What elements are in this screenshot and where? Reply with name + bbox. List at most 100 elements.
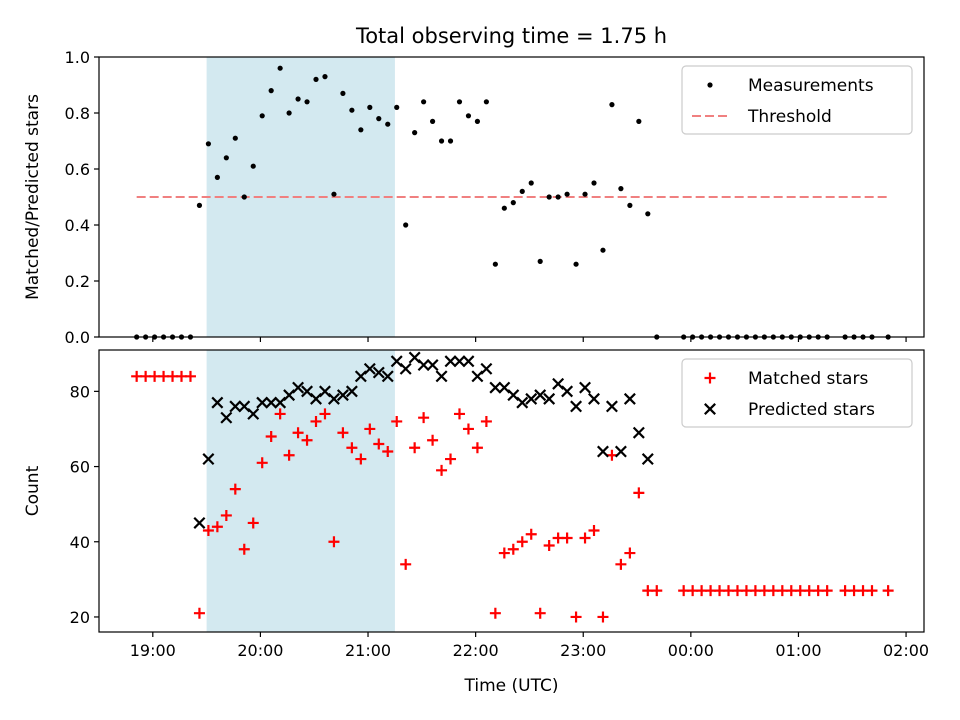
data-point bbox=[310, 415, 322, 427]
data-point bbox=[624, 547, 636, 559]
data-point bbox=[821, 585, 833, 597]
x-axis-label: Time (UTC) bbox=[464, 676, 559, 696]
data-point bbox=[412, 130, 418, 136]
data-point bbox=[507, 543, 519, 555]
y-tick-label: 40 bbox=[70, 533, 90, 552]
series-measurements bbox=[134, 65, 891, 340]
data-point bbox=[229, 400, 242, 413]
data-point bbox=[429, 118, 436, 124]
data-point bbox=[436, 464, 448, 476]
data-point bbox=[193, 607, 205, 619]
top-panel: 0.0 0.2 0.4 0.6 0.8 1.0 Matched/Predicted star… bbox=[23, 48, 925, 347]
legend-marker bbox=[707, 82, 713, 88]
data-point bbox=[265, 430, 277, 442]
data-point bbox=[327, 392, 340, 405]
data-point bbox=[588, 524, 600, 536]
axes-frame bbox=[98, 349, 925, 633]
data-point bbox=[381, 370, 394, 383]
chart-title: Total observing time = 1.75 h bbox=[355, 24, 667, 48]
data-point bbox=[609, 102, 615, 108]
data-point bbox=[438, 138, 445, 144]
x-tick-label: 22:00 bbox=[453, 641, 499, 660]
data-point bbox=[627, 202, 633, 208]
data-point bbox=[483, 99, 489, 105]
data-point bbox=[546, 194, 552, 200]
data-point bbox=[641, 453, 654, 466]
data-point bbox=[510, 200, 516, 206]
y-tick-label: 80 bbox=[70, 382, 90, 401]
data-point bbox=[597, 611, 609, 623]
data-point bbox=[456, 99, 463, 105]
data-point bbox=[427, 434, 439, 446]
data-point bbox=[214, 174, 220, 180]
y-axis-label: Matched/Predicted stars bbox=[23, 94, 43, 300]
data-point bbox=[462, 423, 474, 435]
data-point bbox=[444, 355, 457, 368]
data-point bbox=[570, 400, 583, 413]
y-tick-label: 0.0 bbox=[65, 328, 90, 347]
data-point bbox=[363, 362, 376, 375]
data-point bbox=[588, 392, 600, 405]
data-point bbox=[447, 138, 454, 144]
data-point bbox=[337, 427, 349, 439]
data-point bbox=[322, 74, 328, 80]
data-point bbox=[561, 385, 574, 398]
data-point bbox=[492, 261, 498, 267]
data-point bbox=[465, 113, 472, 119]
data-point bbox=[202, 453, 215, 466]
data-point bbox=[304, 99, 310, 105]
data-point bbox=[328, 536, 340, 548]
data-point bbox=[534, 607, 546, 619]
x-tick-label: 00:00 bbox=[668, 641, 714, 660]
data-point bbox=[480, 362, 493, 375]
data-point bbox=[205, 141, 212, 147]
data-point bbox=[596, 445, 609, 458]
data-point bbox=[480, 415, 492, 427]
data-point bbox=[561, 532, 573, 544]
data-point bbox=[250, 163, 256, 169]
data-point bbox=[265, 396, 278, 409]
data-point bbox=[394, 104, 400, 110]
data-point bbox=[882, 585, 894, 597]
data-point bbox=[579, 381, 592, 394]
data-point bbox=[277, 65, 283, 71]
data-point bbox=[615, 558, 627, 570]
data-point bbox=[193, 516, 206, 529]
data-point bbox=[358, 127, 364, 133]
bottom-panel: 20 40 60 80 19:00 20:00 21:00 22:00 23:00 00:00 01… bbox=[23, 349, 929, 696]
data-point bbox=[409, 442, 421, 454]
data-point bbox=[382, 446, 394, 458]
legend: Measurements Threshold bbox=[681, 65, 913, 135]
data-point bbox=[256, 396, 269, 409]
data-point bbox=[426, 359, 439, 372]
data-point bbox=[645, 211, 651, 217]
data-point bbox=[202, 524, 214, 536]
data-point bbox=[364, 423, 376, 435]
data-point bbox=[211, 396, 224, 409]
x-tick-label: 23:00 bbox=[560, 641, 606, 660]
data-point bbox=[525, 528, 537, 540]
legend-marker bbox=[704, 403, 716, 415]
data-point bbox=[445, 453, 457, 465]
data-point bbox=[247, 407, 260, 420]
data-point bbox=[489, 607, 501, 619]
data-point bbox=[525, 392, 538, 405]
data-point bbox=[238, 543, 250, 555]
data-point bbox=[474, 118, 481, 124]
data-point bbox=[623, 392, 636, 405]
data-point bbox=[418, 412, 430, 424]
data-point bbox=[247, 517, 259, 529]
legend-marker bbox=[704, 372, 716, 384]
data-point bbox=[319, 408, 331, 420]
data-point bbox=[313, 76, 319, 82]
data-point bbox=[564, 191, 570, 197]
data-point bbox=[355, 453, 367, 465]
data-point bbox=[519, 188, 525, 194]
data-point bbox=[570, 611, 582, 623]
data-point bbox=[555, 194, 561, 200]
x-tick-label: 19:00 bbox=[130, 641, 176, 660]
data-point bbox=[600, 247, 606, 253]
x-tick-label: 01:00 bbox=[775, 641, 821, 660]
data-point bbox=[498, 547, 510, 559]
data-point bbox=[453, 408, 465, 420]
